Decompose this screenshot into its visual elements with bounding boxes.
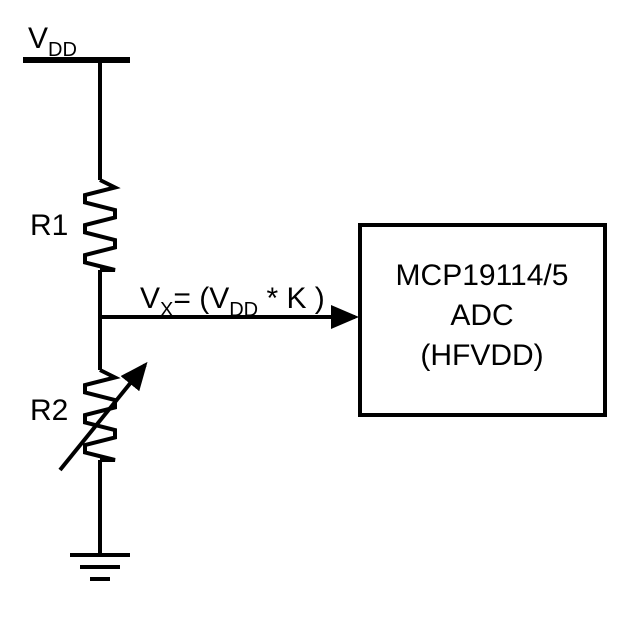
block-line3: (HFVDD) xyxy=(420,339,543,372)
r2-label: R2 xyxy=(30,394,68,427)
vdd-label: VDD xyxy=(28,22,77,61)
eq-mid: = (V xyxy=(173,282,229,315)
circuit-diagram: VDD R1 VX= (VDD * K ) R2 MCP19114/5 ADC … xyxy=(0,0,630,627)
vx-sub: X xyxy=(160,299,173,321)
ground-symbol xyxy=(70,555,130,579)
vx-prefix: V xyxy=(140,282,160,315)
block-line1: MCP19114/5 xyxy=(396,259,569,292)
block-line2: ADC xyxy=(450,299,513,332)
r1-label: R1 xyxy=(30,209,68,242)
eq-tail: * K ) xyxy=(258,282,325,315)
eq-sub2: DD xyxy=(229,299,258,321)
resistor-r2 xyxy=(85,370,115,460)
vdd-prefix: V xyxy=(28,22,48,55)
resistor-r1 xyxy=(85,180,115,270)
